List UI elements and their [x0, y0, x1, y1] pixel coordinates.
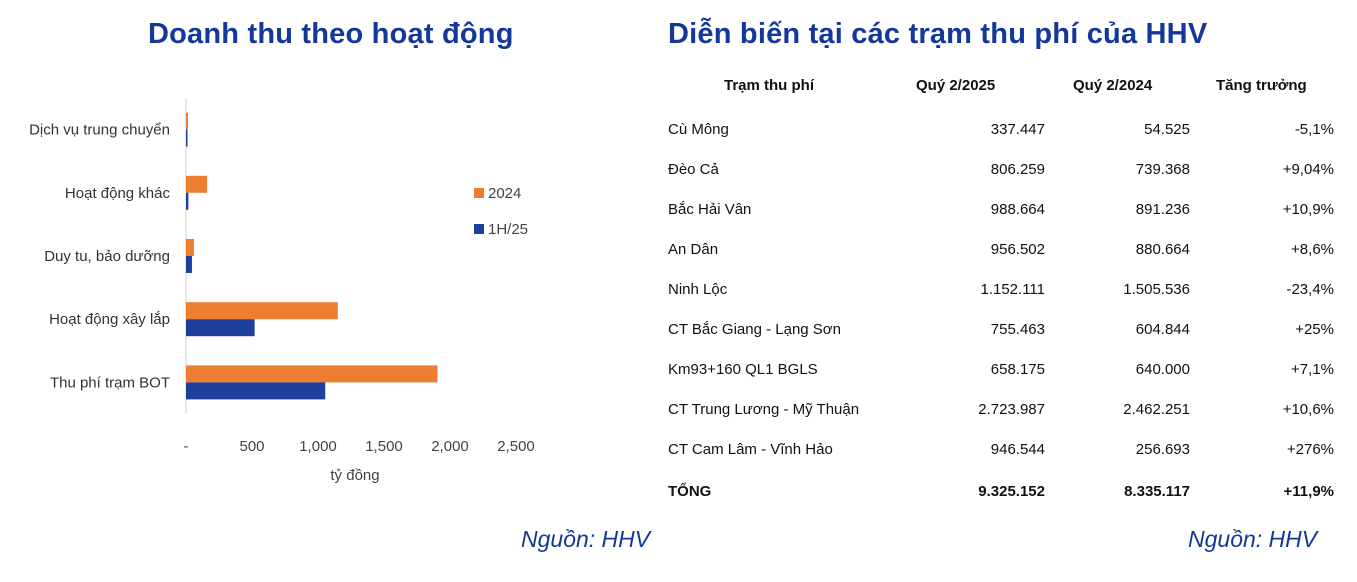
- legend-label: 1H/25: [488, 221, 528, 238]
- station-name: Bắc Hải Vân: [668, 201, 752, 218]
- q2-2024-value: 640.000: [1135, 361, 1190, 378]
- total-q2-2025: 9.325.152: [978, 483, 1045, 500]
- growth-value: +8,6%: [1291, 241, 1334, 258]
- q2-2025-value: 946.544: [990, 441, 1045, 458]
- q2-2025-value: 1.152.111: [980, 281, 1045, 298]
- header-station: Trạm thu phí: [724, 77, 814, 94]
- category-label: Hoạt động khác: [65, 185, 171, 202]
- bar-2024: [186, 112, 188, 130]
- q2-2025-value: 956.502: [990, 241, 1045, 258]
- growth-value: +276%: [1286, 441, 1334, 458]
- table-row: Cù Mông 337.447 54.525 -5,1%: [668, 110, 1340, 150]
- category-label: Duy tu, bảo dưỡng: [44, 248, 170, 265]
- x-tick-label: 2,500: [497, 438, 535, 455]
- total-q2-2024: 8.335.117: [1124, 483, 1190, 500]
- growth-value: +9,04%: [1282, 161, 1334, 178]
- bar-1h-25: [186, 129, 188, 147]
- header-q2-2025: Quý 2/2025: [916, 77, 996, 94]
- x-axis-title: tỷ đồng: [330, 467, 379, 484]
- chart-title: Doanh thu theo hoạt động: [148, 18, 514, 50]
- q2-2024-value: 891.236: [1135, 201, 1190, 218]
- bar-1h-25: [186, 319, 255, 337]
- growth-value: +7,1%: [1291, 361, 1334, 378]
- station-name: Cù Mông: [668, 121, 729, 138]
- growth-value: +10,6%: [1282, 401, 1334, 418]
- legend-label: 2024: [488, 185, 521, 202]
- table-row: CT Trung Lương - Mỹ Thuận 2.723.987 2.46…: [668, 390, 1340, 430]
- x-tick-label: -: [184, 438, 189, 455]
- revenue-bar-chart: Dịch vụ trung chuyển Hoạt động khác Duy tu…: [29, 98, 535, 484]
- table-source: Nguồn: HHV: [1188, 526, 1318, 552]
- chart-source: Nguồn: HHV: [521, 526, 651, 552]
- bar-2024: [186, 175, 208, 193]
- table-header-row: Trạm thu phí Quý 2/2025 Quý 2/2024 Tăng …: [668, 66, 1340, 106]
- q2-2024-value: 54.525: [1144, 121, 1190, 138]
- bar-2024: [186, 302, 338, 320]
- category-label: Hoạt động xây lắp: [49, 311, 170, 328]
- q2-2024-value: 1.505.536: [1123, 281, 1190, 298]
- q2-2024-value: 739.368: [1135, 161, 1190, 178]
- table-row: An Dân 956.502 880.664 +8,6%: [668, 230, 1340, 270]
- x-tick-label: 2,000: [431, 438, 469, 455]
- legend-swatch: [474, 188, 484, 198]
- header-q2-2024: Quý 2/2024: [1073, 77, 1153, 94]
- bar-1h-25: [186, 256, 192, 273]
- table-row: CT Bắc Giang - Lạng Sơn 755.463 604.844 …: [668, 310, 1340, 350]
- station-name: CT Bắc Giang - Lạng Sơn: [668, 321, 841, 338]
- q2-2025-value: 658.175: [990, 361, 1045, 378]
- q2-2025-value: 806.259: [990, 161, 1045, 178]
- station-name: CT Trung Lương - Mỹ Thuận: [668, 401, 860, 418]
- growth-value: -5,1%: [1294, 121, 1334, 138]
- growth-value: -23,4%: [1286, 281, 1334, 298]
- station-name: CT Cam Lâm - Vĩnh Hảo: [668, 441, 833, 458]
- q2-2024-value: 880.664: [1135, 241, 1190, 258]
- table-title: Diễn biến tại các trạm thu phí của HHV: [668, 18, 1208, 50]
- table-row: Km93+160 QL1 BGLS 658.175 640.000 +7,1%: [668, 350, 1340, 390]
- table-row: CT Cam Lâm - Vĩnh Hảo 946.544 256.693 +2…: [668, 430, 1340, 470]
- bar-2024: [186, 239, 194, 256]
- header-growth: Tăng trưởng: [1216, 77, 1307, 94]
- table-row: Đèo Cả 806.259 739.368 +9,04%: [668, 150, 1340, 190]
- total-growth: +11,9%: [1283, 483, 1334, 500]
- station-name: Ninh Lộc: [668, 281, 728, 298]
- category-label: Thu phí trạm BOT: [50, 374, 170, 391]
- q2-2024-value: 2.462.251: [1123, 401, 1190, 418]
- q2-2025-value: 755.463: [990, 321, 1045, 338]
- legend-swatch: [474, 224, 484, 234]
- station-name: Km93+160 QL1 BGLS: [668, 361, 818, 378]
- station-name: Đèo Cả: [668, 161, 719, 178]
- category-label: Dịch vụ trung chuyển: [29, 122, 170, 139]
- x-tick-label: 1,000: [299, 438, 337, 455]
- bar-2024: [186, 365, 438, 383]
- growth-value: +25%: [1295, 321, 1334, 338]
- q2-2024-value: 604.844: [1135, 321, 1190, 338]
- bar-1h-25: [186, 192, 189, 210]
- station-name: An Dân: [668, 241, 719, 258]
- x-tick-label: 500: [239, 438, 264, 455]
- q2-2024-value: 256.693: [1135, 441, 1190, 458]
- bar-1h-25: [186, 382, 326, 400]
- x-tick-label: 1,500: [365, 438, 403, 455]
- q2-2025-value: 988.664: [990, 201, 1045, 218]
- table-total-row: TỔNG 9.325.152 8.335.117 +11,9%: [668, 472, 1340, 512]
- table-row: Ninh Lộc 1.152.111 1.505.536 -23,4%: [668, 270, 1340, 310]
- table-row: Bắc Hải Vân 988.664 891.236 +10,9%: [668, 190, 1340, 230]
- q2-2025-value: 337.447: [990, 121, 1045, 138]
- growth-value: +10,9%: [1282, 201, 1334, 218]
- total-label: TỔNG: [668, 483, 712, 500]
- q2-2025-value: 2.723.987: [978, 401, 1045, 418]
